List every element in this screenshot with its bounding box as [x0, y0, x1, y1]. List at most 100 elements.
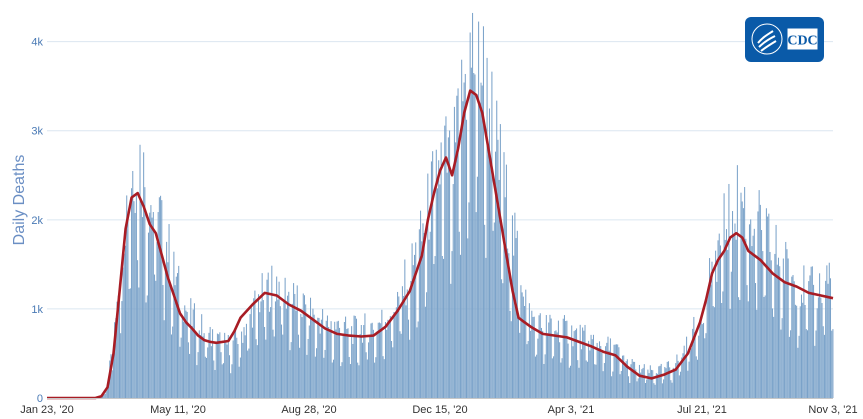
bar: [746, 285, 748, 398]
bar: [755, 283, 757, 398]
bar: [295, 310, 297, 398]
bar: [832, 329, 834, 398]
bar: [498, 179, 500, 398]
bar: [583, 330, 585, 398]
bar: [436, 188, 439, 398]
bar: [640, 372, 642, 398]
bar: [831, 330, 833, 398]
bar: [497, 139, 499, 398]
bar: [375, 357, 377, 398]
bar: [242, 342, 244, 398]
bar: [492, 230, 494, 398]
bar: [278, 281, 280, 398]
bar: [238, 366, 240, 398]
bar: [184, 305, 186, 398]
bar: [340, 366, 342, 398]
bar: [780, 329, 782, 398]
bar: [609, 338, 611, 398]
bar: [816, 308, 818, 398]
bar: [424, 306, 426, 398]
bar: [722, 291, 724, 398]
bar: [614, 344, 616, 398]
bar: [472, 12, 474, 398]
bar: [480, 82, 482, 399]
bar: [368, 342, 370, 398]
bar: [362, 342, 364, 398]
bar: [703, 322, 705, 398]
bar: [626, 359, 628, 398]
bar: [201, 314, 203, 398]
bar: [212, 329, 214, 398]
bar: [711, 261, 713, 398]
bar: [667, 361, 669, 398]
bar: [747, 301, 749, 398]
bar: [287, 295, 289, 398]
bar: [352, 343, 354, 398]
bar: [279, 306, 281, 398]
bar: [145, 302, 147, 398]
bar: [415, 242, 417, 398]
bar: [342, 333, 344, 398]
bar: [260, 301, 262, 398]
bar: [296, 285, 298, 398]
bar: [536, 354, 538, 398]
bar: [563, 315, 565, 398]
bar: [718, 233, 720, 398]
bar: [440, 142, 442, 398]
bar: [740, 192, 742, 398]
bar: [673, 369, 676, 398]
bar: [704, 338, 706, 398]
bar: [386, 329, 388, 398]
y-tick-label: 3k: [31, 126, 43, 138]
bar: [258, 294, 260, 398]
bar: [103, 394, 105, 398]
bar: [669, 367, 671, 398]
bar: [800, 294, 802, 398]
bar: [521, 292, 523, 398]
bar: [393, 312, 395, 398]
bar: [271, 265, 273, 398]
bar: [613, 344, 615, 398]
bar: [251, 327, 253, 398]
bar: [827, 283, 829, 398]
bar: [717, 240, 719, 398]
bar: [175, 276, 177, 398]
bar: [195, 333, 197, 398]
bar: [775, 224, 777, 398]
bar: [270, 307, 272, 398]
bar: [635, 369, 637, 398]
y-axis-label: Daily Deaths: [11, 155, 28, 246]
bar: [293, 283, 295, 398]
bar: [524, 306, 526, 398]
bar: [642, 367, 644, 398]
bar: [378, 322, 380, 398]
bar: [505, 164, 507, 398]
bar: [377, 322, 379, 398]
bar: [226, 344, 228, 398]
bar: [228, 355, 231, 398]
bar: [763, 296, 765, 398]
bar: [202, 336, 204, 398]
bar: [681, 357, 683, 398]
bar: [326, 315, 328, 398]
bar: [118, 283, 120, 398]
bar: [510, 321, 512, 398]
bar: [253, 298, 255, 398]
bar: [793, 281, 795, 398]
bar: [128, 288, 130, 398]
bar: [222, 363, 224, 398]
bar: [354, 315, 356, 398]
bar: [219, 332, 221, 398]
bar: [291, 303, 293, 398]
bar: [337, 320, 339, 398]
y-tick-label: 4k: [31, 37, 43, 49]
bar: [819, 273, 821, 398]
y-tick-label: 0: [37, 393, 43, 405]
bar: [543, 363, 545, 398]
bar: [155, 280, 157, 398]
bar: [608, 350, 610, 398]
bar: [157, 212, 159, 398]
bar: [233, 330, 235, 398]
bar: [791, 276, 793, 398]
bar: [776, 264, 778, 398]
